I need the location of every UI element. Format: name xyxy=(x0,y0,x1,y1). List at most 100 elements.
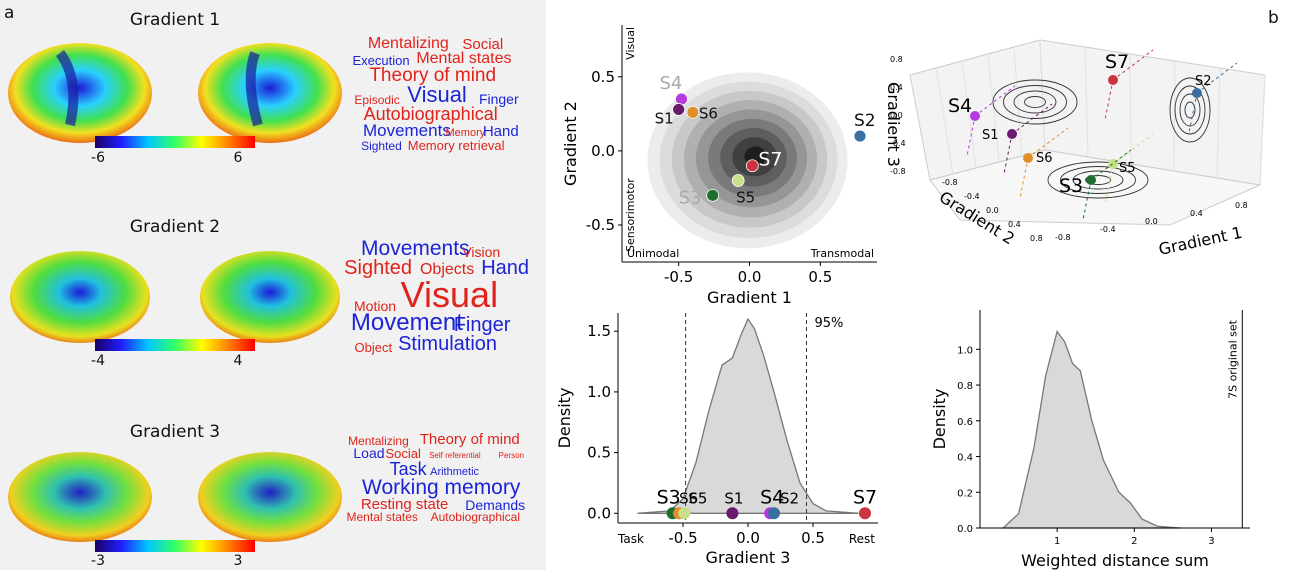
projection-line xyxy=(1027,127,1069,159)
gradient-3-title: Gradient 3 xyxy=(129,422,221,442)
y-tick-label: 0.0 xyxy=(986,206,999,215)
grid-line xyxy=(1259,74,1266,186)
y-tick-label: -0.8 xyxy=(942,178,958,187)
word-cloud-word: Person xyxy=(498,451,524,461)
z-tick-label: -0.8 xyxy=(890,167,906,176)
y-axis-label: Gradient 2 xyxy=(561,101,580,186)
word-cloud-word: Vision xyxy=(462,244,501,260)
y-tick-label: -0.5 xyxy=(586,216,615,234)
point-s6 xyxy=(1023,153,1033,163)
annotation-sensorimotor: Sensorimotor xyxy=(624,178,637,252)
point-s2 xyxy=(768,507,780,520)
colorbar-2 xyxy=(95,339,255,351)
x-axis-label: Gradient 3 xyxy=(706,548,791,567)
brain-maps-gradient-2 xyxy=(10,251,340,343)
word-cloud-word: Movements xyxy=(361,237,470,260)
colorbar-1 xyxy=(95,136,255,148)
word-cloud-word: Objects xyxy=(419,260,475,278)
y-tick-label: 0.6 xyxy=(957,417,973,428)
point-label-s3: S3 xyxy=(1059,175,1083,197)
word-cloud-word: Working memory xyxy=(362,475,521,499)
point-label-s1: S1 xyxy=(655,109,674,127)
point-label-s4: S4 xyxy=(660,73,683,94)
word-cloud-word: Visual xyxy=(400,273,499,315)
x-tick-label: 0.4 xyxy=(1190,209,1203,218)
contour-ring xyxy=(1013,90,1057,114)
colorbar-2-min: -4 xyxy=(91,353,105,369)
rest-note: Rest xyxy=(849,532,875,546)
point-s5 xyxy=(731,174,745,187)
word-cloud-word: Load xyxy=(353,445,385,462)
grid-line xyxy=(961,60,977,169)
word-cloud-word: Motion xyxy=(354,297,397,314)
grid-line xyxy=(1129,53,1132,165)
word-cloud-word: Stimulation xyxy=(398,332,498,355)
word-cloud-word: Arithmetic xyxy=(430,465,480,478)
word-cloud-word: Memory retrieval xyxy=(407,137,505,153)
grid-line xyxy=(1039,39,1046,151)
point-s3 xyxy=(1086,175,1096,185)
point-s7 xyxy=(1108,75,1118,85)
z-tick-label: 0.4 xyxy=(890,83,903,92)
contour-ring xyxy=(1024,96,1046,108)
point-label-s2: S2 xyxy=(1195,74,1212,89)
word-cloud-word: Social xyxy=(462,36,504,53)
contour-ring xyxy=(1179,93,1201,127)
brain-maps-gradient-1 xyxy=(8,43,342,143)
ci-label: 95% xyxy=(815,316,844,331)
contour-ring xyxy=(1174,85,1206,135)
word-cloud-word: Sighted xyxy=(344,256,413,279)
point-s1 xyxy=(1007,129,1017,139)
word-cloud-word: Demands xyxy=(465,496,526,513)
word-cloud-word: Finger xyxy=(453,314,511,337)
grid-line xyxy=(1013,46,1023,157)
colorbar-2-max: 4 xyxy=(233,353,243,369)
point-s6 xyxy=(686,105,700,119)
x-tick-label: 0.0 xyxy=(736,529,760,547)
gradient-3d-scatter: S7 S2 S4 S1 S6 S5 S3 0.8 0.4 0.0 -0.4 -0.8 -0.8 -0.4 0… xyxy=(884,39,1266,259)
projection-line xyxy=(1003,133,1013,175)
projection-line xyxy=(1112,49,1154,81)
point-s7 xyxy=(859,507,871,520)
point-label-s4: S4 xyxy=(948,95,972,117)
y-axis-label: Density xyxy=(930,389,949,450)
density-curve xyxy=(637,317,859,514)
annotation-visual: Visual xyxy=(624,27,637,60)
word-cloud-word: Sighted xyxy=(361,138,402,153)
point-label-s4: S4 xyxy=(760,486,784,508)
point-label-s3: S3 xyxy=(657,486,681,508)
point-s1 xyxy=(672,103,686,116)
grid-line xyxy=(1216,67,1221,179)
density-curve xyxy=(1001,329,1181,529)
word-cloud-word: Visual xyxy=(407,82,467,108)
word-cloud-word: Self referential xyxy=(429,451,481,461)
colorbar-1-min: -6 xyxy=(91,150,105,166)
word-cloud-word: Hand xyxy=(481,256,530,279)
y-tick-label: 1.0 xyxy=(957,345,973,356)
z-tick-label: -0.4 xyxy=(890,139,906,148)
point-label-s1: S1 xyxy=(724,489,743,507)
annotation-transmodal: Transmodal xyxy=(810,247,874,260)
point-label-s6: S6 xyxy=(699,104,718,122)
x-tick-label: -0.5 xyxy=(664,268,693,286)
panel-a: a Gradient 1 -6 6 Mentalizing Social Execu… xyxy=(0,0,546,570)
contour-ring xyxy=(1072,170,1124,190)
y-tick-label: 0.5 xyxy=(591,68,615,86)
projection-line xyxy=(1104,163,1114,205)
y-tick-label: 0.0 xyxy=(957,524,973,535)
point-s1 xyxy=(726,507,739,520)
original-set-label: 7S original set xyxy=(1226,319,1239,399)
contour-ring xyxy=(1047,161,1149,199)
contour-ring xyxy=(1085,175,1111,185)
projection-line xyxy=(974,85,1016,117)
word-cloud-word: Task xyxy=(389,458,427,479)
gradient-1-title: Gradient 1 xyxy=(129,10,221,30)
projection-line xyxy=(966,115,976,157)
word-cloud-word: Finger xyxy=(478,91,519,108)
point-label-s5: S5 xyxy=(736,189,755,207)
word-cloud-word: Mental states xyxy=(346,509,418,524)
x-tick-label: 0.5 xyxy=(808,268,832,286)
word-cloud-word: Movement xyxy=(350,309,463,337)
point-label-s5: S5 xyxy=(1119,161,1136,176)
